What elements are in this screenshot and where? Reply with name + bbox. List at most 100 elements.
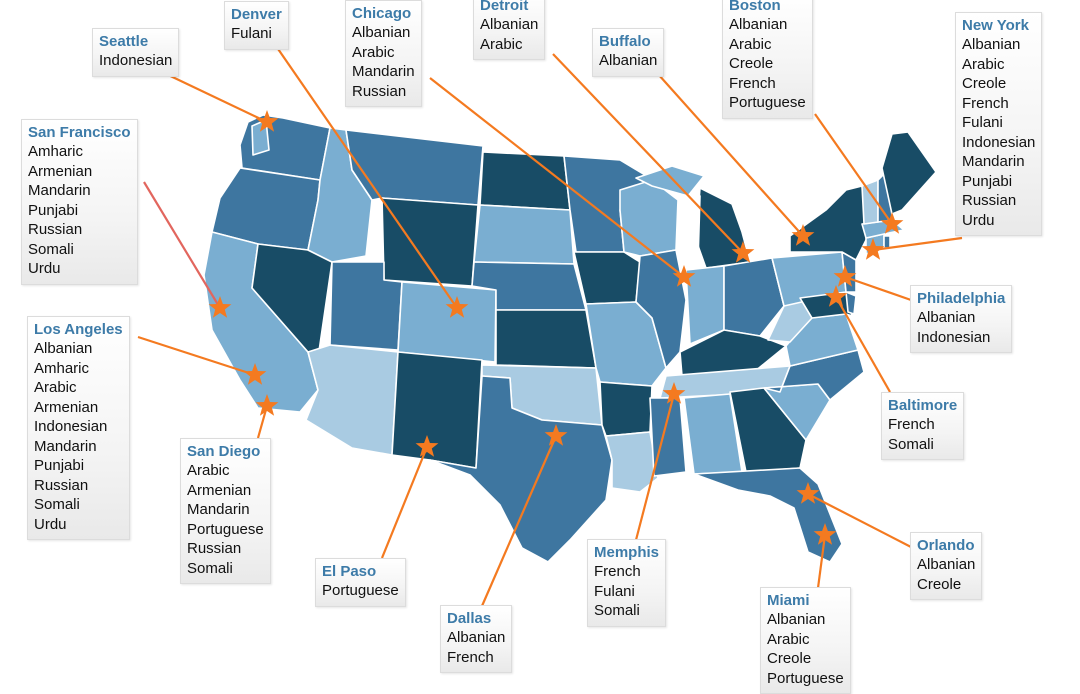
language-item: Arabic — [480, 35, 523, 53]
language-item: Fulani — [231, 25, 272, 42]
language-item: Russian — [962, 192, 1017, 209]
city-name: Dallas — [447, 610, 492, 627]
language-item: Russian — [187, 540, 242, 557]
callout-denver: Denver Fulani — [224, 1, 289, 50]
callout-baltimore: Baltimore French Somali — [881, 392, 965, 460]
language-item: Indonesian — [917, 328, 991, 346]
state-de — [845, 291, 857, 315]
leader-line-orlando — [807, 493, 912, 548]
language-list: Albanian — [599, 51, 657, 71]
language-item: Amharic — [34, 359, 90, 377]
language-item: Mandarin — [34, 437, 97, 455]
state-fl — [693, 467, 843, 563]
state-il — [635, 249, 687, 369]
language-item: Somali — [888, 435, 934, 453]
language-item: Amharic — [28, 143, 84, 160]
language-list: Albanian Arabic Creole Portuguese — [767, 610, 844, 688]
language-item: Arabic — [34, 379, 77, 396]
callout-memphis: Memphis French Fulani Somali — [587, 539, 667, 627]
callout-new-york: New York Albanian Arabic Creole French Fulani… — [955, 12, 1043, 236]
state-ia — [573, 251, 641, 305]
language-item: Arabic — [962, 55, 1005, 73]
language-item: Arabic — [352, 43, 395, 61]
language-item: Albanian — [962, 36, 1021, 53]
language-item: Armenian — [187, 481, 252, 499]
language-item: French — [962, 94, 1009, 112]
language-item: Creole — [767, 650, 812, 667]
language-item: Albanian — [767, 611, 826, 628]
language-item: Albanian — [729, 16, 788, 33]
callout-orlando: Orlando Albanian Creole — [910, 532, 983, 600]
callout-el-paso: El Paso Portuguese — [315, 558, 406, 607]
leader-line-buffalo — [657, 73, 804, 237]
callout-buffalo: Buffalo Albanian — [592, 28, 665, 77]
language-item: French — [888, 416, 935, 433]
leader-line-boston — [814, 113, 893, 225]
city-name: New York — [962, 17, 1029, 34]
star-icon — [255, 110, 279, 132]
language-list: Albanian Arabic Mandarin Russian — [352, 23, 415, 101]
state-nm — [391, 351, 483, 469]
state-co — [397, 281, 497, 363]
state-az — [305, 344, 399, 456]
language-item: Albanian — [34, 340, 93, 357]
city-markers — [208, 110, 904, 545]
language-list: Amharic Armenian Mandarin Punjabi Russian Som… — [28, 142, 131, 279]
language-list: Portuguese — [322, 581, 399, 601]
star-icon — [445, 296, 469, 318]
language-item: Albanian — [917, 556, 976, 573]
language-list: Albanian French — [447, 628, 505, 667]
language-list: Indonesian — [99, 51, 172, 71]
state-ny — [789, 185, 869, 261]
state-tx — [429, 375, 613, 563]
state-ri — [883, 235, 891, 249]
city-name: Orlando — [917, 537, 975, 554]
state-ga — [729, 387, 807, 473]
language-item: Punjabi — [962, 172, 1013, 190]
star-icon — [662, 382, 686, 404]
callout-san-diego: San Diego Arabic Armenian Mandarin Portugues… — [180, 438, 271, 584]
callout-philadelphia: Philadelphia Albanian Indonesian — [910, 285, 1013, 353]
state-sd — [473, 204, 575, 265]
state-ar — [599, 381, 653, 437]
star-icon — [861, 238, 885, 260]
language-item: Creole — [917, 575, 962, 593]
language-item: Mandarin — [187, 501, 250, 518]
language-item: Albanian — [352, 24, 411, 41]
language-item: Indonesian — [99, 52, 173, 69]
city-name: Chicago — [352, 5, 412, 22]
language-item: Albanian — [599, 52, 658, 69]
language-list: Fulani — [231, 24, 282, 44]
language-item: French — [594, 563, 641, 580]
city-name: Miami — [767, 592, 810, 609]
language-list: Albanian Amharic Arabic Armenian Indonesian M… — [34, 339, 123, 534]
language-list: Albanian Arabic Creole French Fulani Indonesi… — [962, 35, 1035, 230]
star-icon — [824, 285, 848, 307]
language-item: Fulani — [594, 582, 635, 600]
callout-seattle: Seattle Indonesian — [92, 28, 180, 77]
language-item: Somali — [594, 602, 640, 619]
language-item: Arabic — [729, 35, 772, 53]
city-name: Baltimore — [888, 397, 958, 414]
language-item: Russian — [352, 82, 407, 100]
city-name: San Diego — [187, 443, 261, 460]
language-item: Portuguese — [187, 520, 264, 538]
star-icon — [731, 241, 755, 263]
language-item: Armenian — [34, 398, 99, 416]
language-item: Arabic — [767, 630, 810, 648]
leader-line-chicago — [429, 77, 685, 278]
language-item: Russian — [28, 221, 83, 238]
callout-miami: Miami Albanian Arabic Creole Portuguese — [760, 587, 851, 694]
leader-line-baltimore — [835, 296, 891, 393]
language-item: Punjabi — [34, 457, 85, 474]
language-list: Arabic Armenian Mandarin Portuguese Russian S… — [187, 461, 264, 578]
state-mi-up — [635, 165, 705, 197]
callout-los-angeles: Los Angeles Albanian Amharic Arabic Armenian… — [27, 316, 130, 540]
state-nc — [763, 349, 865, 401]
language-item: French — [447, 648, 494, 666]
language-item: Mandarin — [28, 182, 91, 199]
state-la — [605, 431, 659, 493]
leader-line-miami — [816, 534, 827, 589]
star-icon — [672, 265, 696, 287]
language-item: Mandarin — [352, 63, 415, 80]
